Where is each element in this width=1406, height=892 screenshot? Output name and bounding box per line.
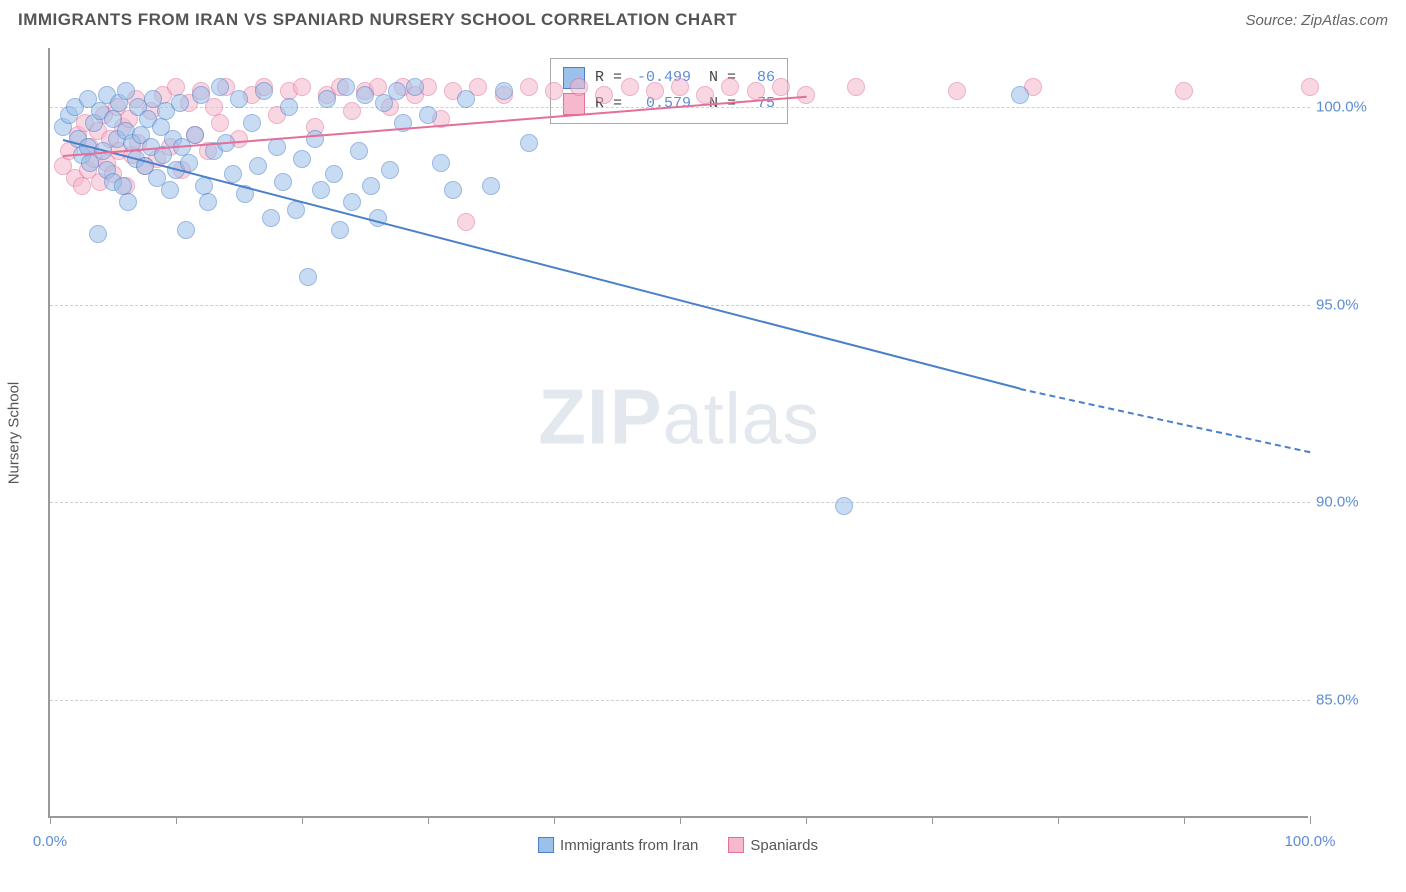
watermark: ZIPatlas — [538, 371, 819, 462]
scatter-point — [457, 213, 475, 231]
scatter-point — [621, 78, 639, 96]
y-tick-label: 100.0% — [1316, 99, 1396, 116]
x-tick — [302, 816, 303, 824]
scatter-point — [646, 82, 664, 100]
scatter-point — [318, 90, 336, 108]
scatter-point — [388, 82, 406, 100]
x-tick-label: 0.0% — [33, 833, 67, 850]
legend-swatch — [728, 837, 744, 853]
chart-title: IMMIGRANTS FROM IRAN VS SPANIARD NURSERY… — [18, 10, 737, 30]
scatter-point — [299, 268, 317, 286]
scatter-point — [249, 157, 267, 175]
scatter-point — [161, 181, 179, 199]
scatter-point — [262, 209, 280, 227]
legend-swatch — [563, 93, 585, 115]
gridline — [50, 700, 1310, 701]
scatter-point — [545, 82, 563, 100]
scatter-point — [1011, 86, 1029, 104]
scatter-point — [406, 78, 424, 96]
y-tick-label: 95.0% — [1316, 296, 1396, 313]
scatter-point — [287, 201, 305, 219]
x-tick — [806, 816, 807, 824]
scatter-point — [337, 78, 355, 96]
scatter-point — [89, 225, 107, 243]
legend-item: Spaniards — [728, 837, 818, 854]
scatter-point — [230, 90, 248, 108]
x-tick — [50, 816, 51, 824]
scatter-point — [696, 86, 714, 104]
scatter-point — [274, 173, 292, 191]
legend-swatch — [538, 837, 554, 853]
x-tick — [1310, 816, 1311, 824]
scatter-point — [180, 154, 198, 172]
scatter-point — [117, 82, 135, 100]
scatter-point — [312, 181, 330, 199]
x-tick — [932, 816, 933, 824]
scatter-point — [356, 86, 374, 104]
legend-item: Immigrants from Iran — [538, 837, 698, 854]
correlation-chart: Nursery School ZIPatlas R = -0.499 N = 8… — [48, 48, 1308, 818]
scatter-point — [243, 114, 261, 132]
x-tick — [428, 816, 429, 824]
scatter-point — [721, 78, 739, 96]
scatter-point — [211, 114, 229, 132]
scatter-point — [331, 221, 349, 239]
scatter-point — [1175, 82, 1193, 100]
series-legend: Immigrants from Iran Spaniards — [538, 837, 818, 854]
scatter-point — [199, 193, 217, 211]
source-label: Source: ZipAtlas.com — [1245, 12, 1388, 29]
gridline — [50, 502, 1310, 503]
scatter-point — [171, 94, 189, 112]
scatter-point — [419, 106, 437, 124]
scatter-point — [186, 126, 204, 144]
scatter-point — [73, 177, 91, 195]
scatter-point — [457, 90, 475, 108]
scatter-point — [432, 154, 450, 172]
x-tick — [680, 816, 681, 824]
scatter-point — [772, 78, 790, 96]
scatter-point — [343, 193, 361, 211]
scatter-point — [495, 82, 513, 100]
scatter-point — [306, 130, 324, 148]
scatter-point — [948, 82, 966, 100]
scatter-point — [847, 78, 865, 96]
scatter-point — [255, 82, 273, 100]
scatter-point — [1301, 78, 1319, 96]
y-tick-label: 85.0% — [1316, 691, 1396, 708]
plot-area: ZIPatlas R = -0.499 N = 86R = 0.579 N = … — [48, 48, 1308, 818]
scatter-point — [520, 78, 538, 96]
scatter-point — [482, 177, 500, 195]
trend-line — [62, 139, 1020, 390]
x-tick — [176, 816, 177, 824]
y-axis-label: Nursery School — [6, 382, 23, 485]
x-tick — [554, 816, 555, 824]
scatter-point — [293, 150, 311, 168]
y-tick-label: 90.0% — [1316, 494, 1396, 511]
scatter-point — [293, 78, 311, 96]
trend-line — [1020, 388, 1310, 453]
scatter-point — [343, 102, 361, 120]
x-tick — [1058, 816, 1059, 824]
scatter-point — [520, 134, 538, 152]
scatter-point — [570, 78, 588, 96]
scatter-point — [280, 98, 298, 116]
scatter-point — [747, 82, 765, 100]
scatter-point — [362, 177, 380, 195]
scatter-point — [595, 86, 613, 104]
scatter-point — [119, 193, 137, 211]
scatter-point — [192, 86, 210, 104]
legend-row: R = -0.499 N = 86 — [563, 65, 775, 91]
scatter-point — [177, 221, 195, 239]
gridline — [50, 305, 1310, 306]
x-tick — [1184, 816, 1185, 824]
scatter-point — [211, 78, 229, 96]
scatter-point — [325, 165, 343, 183]
scatter-point — [381, 161, 399, 179]
scatter-point — [671, 78, 689, 96]
scatter-point — [835, 497, 853, 515]
scatter-point — [350, 142, 368, 160]
scatter-point — [444, 181, 462, 199]
x-tick-label: 100.0% — [1285, 833, 1336, 850]
